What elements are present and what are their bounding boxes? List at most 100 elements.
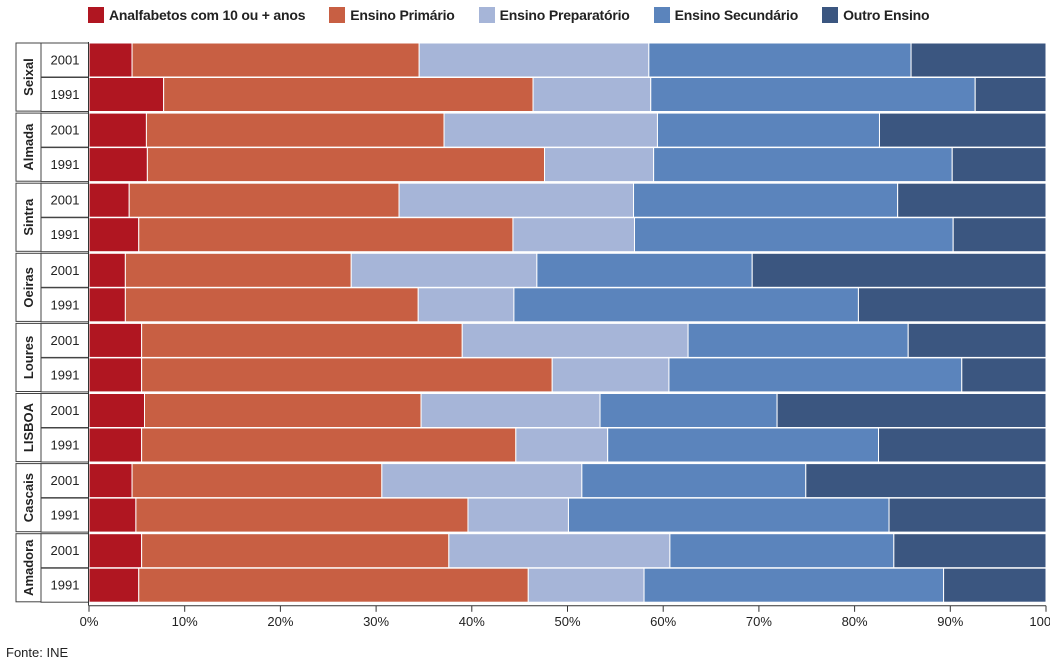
bar-segment: [633, 217, 954, 253]
bar-segment: [467, 497, 569, 533]
bar-segment: [751, 252, 1047, 288]
bar-segment: [131, 42, 420, 78]
bar-segment: [952, 217, 1047, 253]
year-label-box: [40, 322, 90, 358]
bar-segment: [88, 42, 133, 78]
x-tick-label: 60%: [650, 614, 676, 629]
bar-segment: [146, 147, 546, 183]
year-label: 2001: [51, 193, 80, 208]
group-label: Almada: [21, 123, 36, 171]
bar-segment: [141, 427, 517, 463]
bar-segment: [805, 463, 1047, 499]
bar-segment: [951, 147, 1047, 183]
year-label: 1991: [51, 367, 80, 382]
year-label: 2001: [51, 403, 80, 418]
legend-swatch: [653, 7, 670, 23]
bar-segment: [907, 322, 1047, 358]
year-label: 2001: [51, 263, 80, 278]
bar-segment: [88, 77, 165, 112]
group-label: Loures: [21, 336, 36, 379]
bar-segment: [910, 42, 1047, 78]
year-label: 1991: [51, 438, 80, 453]
bar-segment: [138, 217, 514, 253]
bar-segment: [668, 357, 963, 393]
bar-segment: [581, 463, 807, 499]
bar-segment: [888, 497, 1047, 533]
bar-segment: [88, 252, 126, 288]
year-label: 1991: [51, 508, 80, 523]
group-label: Cascais: [21, 473, 36, 522]
legend-swatch: [329, 7, 346, 23]
bar-segment: [88, 427, 143, 463]
year-label-box: [40, 567, 90, 603]
year-label: 2001: [51, 473, 80, 488]
x-tick-label: 0%: [80, 614, 99, 629]
legend-item: Ensino Secundário: [653, 7, 799, 23]
bar-segment: [124, 287, 419, 323]
bar-segment: [88, 533, 143, 569]
bar-segment: [350, 252, 538, 288]
group-label-box: [15, 322, 42, 392]
year-label: 1991: [51, 87, 80, 102]
year-label: 1991: [51, 297, 80, 312]
year-label: 2001: [51, 333, 80, 348]
bar-segment: [88, 147, 148, 183]
bar-segment: [88, 322, 143, 358]
group-label-box: [15, 393, 42, 463]
legend-label: Ensino Primário: [350, 7, 455, 23]
bar-segment: [124, 252, 352, 288]
bar-segment: [128, 182, 400, 218]
group-label: LISBOA: [21, 402, 36, 452]
bar-segment: [381, 463, 583, 499]
year-label-box: [40, 533, 90, 569]
stacked-bar-chart: Seixal 2001 1991 Almada 2001 1991 Sintra 2001 19…: [15, 42, 1050, 629]
legend-swatch: [478, 7, 495, 23]
bar-segment: [687, 322, 909, 358]
year-label-box: [40, 393, 90, 428]
legend-swatch: [822, 7, 839, 23]
legend-swatch: [88, 7, 104, 23]
bar-segment: [669, 533, 895, 569]
bar-segment: [893, 533, 1047, 569]
year-label: 1991: [51, 227, 80, 242]
group-label: Oeiras: [21, 267, 36, 307]
bar-segment: [163, 77, 534, 112]
bar-segment: [897, 182, 1047, 218]
x-tick-label: 20%: [267, 614, 293, 629]
legend-item: Outro Ensino: [822, 7, 930, 23]
bar-segment: [643, 567, 945, 603]
bar-segment: [144, 393, 422, 428]
bar-segment: [532, 77, 652, 112]
bar-segment: [88, 357, 143, 393]
legend-label: Ensino Secundário: [674, 7, 799, 23]
bar-segment: [974, 77, 1047, 112]
bar-segment: [527, 567, 645, 603]
x-tick-label: 30%: [363, 614, 389, 629]
bar-segment: [138, 567, 529, 603]
year-label-box: [40, 497, 90, 533]
year-label-box: [40, 112, 90, 148]
bar-segment: [461, 322, 689, 358]
bar-segment: [512, 217, 635, 253]
bar-segment: [551, 357, 670, 393]
group-label-box: [15, 533, 42, 603]
bar-segment: [420, 393, 601, 428]
bar-segment: [88, 217, 140, 253]
group-label-box: [15, 252, 42, 322]
bar-segment: [417, 287, 515, 323]
bar-segment: [88, 463, 133, 499]
year-label-box: [40, 287, 90, 323]
chart-legend: Analfabetos com 10 ou + anos Ensino Primá…: [88, 7, 953, 23]
year-label-box: [40, 357, 90, 393]
bar-segment: [943, 567, 1047, 603]
legend-item: Ensino Preparatório: [478, 7, 630, 23]
legend-item: Ensino Primário: [329, 7, 455, 23]
bar-segment: [633, 182, 899, 218]
bar-segment: [88, 393, 146, 428]
bar-segment: [135, 497, 469, 533]
bar-segment: [443, 112, 658, 148]
bar-segment: [776, 393, 1047, 428]
bar-segment: [513, 287, 859, 323]
x-tick-label: 50%: [554, 614, 580, 629]
group-label: Sintra: [21, 198, 36, 236]
